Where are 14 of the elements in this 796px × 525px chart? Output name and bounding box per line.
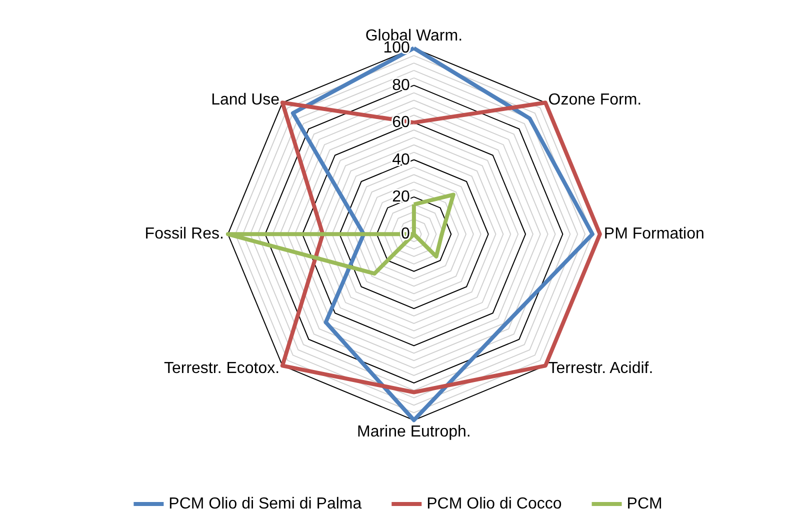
y-tick-label: 80 [392, 76, 410, 94]
spoke-label: Ozone Form. [548, 91, 642, 108]
spoke-label: Land Use [211, 91, 280, 108]
spoke-label: Marine Eutroph. [357, 424, 471, 441]
spoke-label: Terrestr. Ecotox. [164, 360, 280, 377]
spoke-label: PM Formation [604, 226, 704, 243]
spoke-label: Fossil Res. [144, 226, 224, 243]
y-tick-label: 20 [392, 188, 410, 206]
y-tick-label: 40 [392, 151, 410, 168]
spoke-label: Terrestr. Acidif. [548, 360, 654, 377]
legend-label: PCM Olio di Cocco [426, 496, 562, 512]
legend-label: PCM [626, 496, 662, 512]
legend-label: PCM Olio di Semi di Palma [168, 496, 362, 512]
y-tick-label: 60 [392, 114, 410, 132]
